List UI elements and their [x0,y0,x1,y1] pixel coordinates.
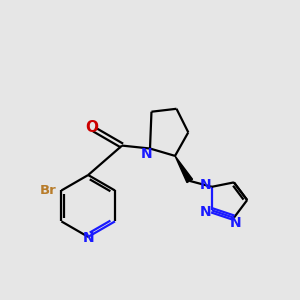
Text: N: N [200,206,211,219]
Polygon shape [175,156,193,183]
Text: Br: Br [39,184,56,197]
Text: N: N [200,178,211,192]
Text: O: O [85,120,98,135]
Text: N: N [82,231,94,245]
Text: N: N [141,147,153,161]
Text: N: N [230,216,241,230]
